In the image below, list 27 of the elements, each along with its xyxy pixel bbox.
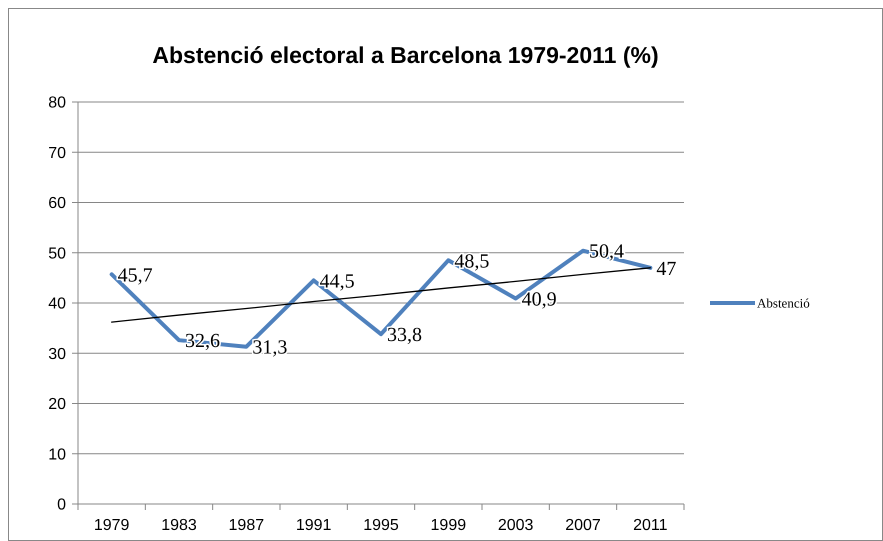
y-tick-label: 20 <box>48 396 66 414</box>
x-tick-label: 1987 <box>228 517 264 534</box>
chart-title: Abstenció electoral a Barcelona 1979-2011 (%) <box>152 42 659 68</box>
y-tick-label: 40 <box>48 296 66 313</box>
x-tick-label: 1991 <box>296 517 332 534</box>
x-tick-label: 2007 <box>565 517 601 534</box>
data-label: 33,8 <box>387 324 422 346</box>
y-tick-label: 80 <box>48 94 66 112</box>
data-label: 47 <box>656 258 676 280</box>
data-label: 40,9 <box>522 288 557 310</box>
y-tick-label: 60 <box>48 195 66 212</box>
legend-label: Abstenció <box>757 296 810 311</box>
x-tick-label: 1999 <box>430 517 466 534</box>
x-tick-label: 2003 <box>498 517 534 534</box>
x-tick-label: 1979 <box>94 517 130 534</box>
y-tick-label: 30 <box>48 346 66 363</box>
y-tick-label: 50 <box>48 245 66 262</box>
data-label: 44,5 <box>320 270 355 292</box>
data-label: 48,5 <box>454 250 490 272</box>
y-tick-label: 10 <box>48 446 66 464</box>
data-label: 45,7 <box>118 264 153 286</box>
x-tick-label: 1995 <box>363 517 399 534</box>
data-label: 31,3 <box>252 336 288 359</box>
y-tick-label: 0 <box>57 496 66 514</box>
y-tick-label: 70 <box>48 144 66 162</box>
x-tick-label: 1983 <box>161 517 197 534</box>
x-tick-label: 2011 <box>633 517 668 534</box>
